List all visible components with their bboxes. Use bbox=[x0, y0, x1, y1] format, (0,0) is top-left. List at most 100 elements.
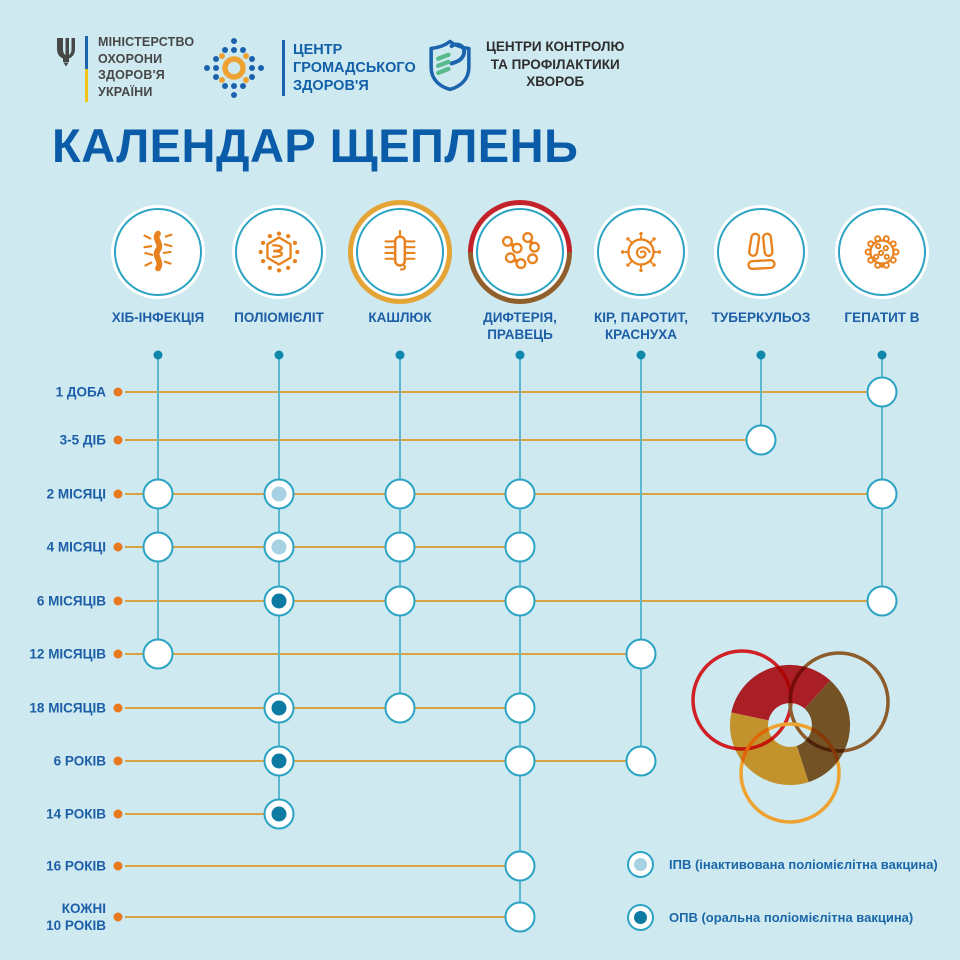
column-top-dot bbox=[395, 350, 405, 360]
row-start-dot bbox=[113, 861, 123, 871]
phc-divider bbox=[282, 40, 285, 96]
vaccination-mark-plain bbox=[504, 478, 536, 510]
disease-column-line bbox=[760, 357, 762, 440]
disease-column-label: ХІБ-ІНФЕКЦІЯ bbox=[111, 310, 205, 325]
age-label: 14 РОКІВ bbox=[46, 806, 106, 822]
phc-line: ЦЕНТР bbox=[293, 42, 343, 58]
vaccination-mark-plain bbox=[625, 638, 657, 670]
vaccination-mark-plain bbox=[384, 692, 416, 724]
row-start-dot bbox=[113, 435, 123, 445]
vaccination-mark-plain bbox=[384, 585, 416, 617]
vaccination-mark-opv bbox=[263, 585, 295, 617]
disease-icon-ring bbox=[709, 200, 813, 304]
disease-column-label: ГЕПАТИТ В bbox=[844, 310, 920, 325]
schedule-row-line bbox=[125, 813, 279, 815]
disease-column-label: КАШЛЮК bbox=[368, 310, 432, 325]
dotted-diamond-icon bbox=[204, 38, 264, 98]
hepatitis-virus-icon bbox=[855, 225, 909, 279]
age-label: 3-5 ДІБ bbox=[59, 432, 106, 448]
row-start-dot bbox=[113, 703, 123, 713]
vaccination-mark-plain bbox=[866, 376, 898, 408]
vaccination-mark-ipv bbox=[263, 531, 295, 563]
ipv-legend-dot bbox=[627, 850, 654, 878]
age-label: 4 МІСЯЦІ bbox=[46, 539, 106, 555]
phc-line: ГРОМАДСЬКОГО bbox=[293, 60, 416, 76]
legend-item-ipv: ІПВ (інактивована поліомієлітна вакцина) bbox=[627, 850, 938, 878]
disease-icon-ring bbox=[106, 200, 210, 304]
age-label: 6 МІСЯЦІВ bbox=[36, 593, 106, 609]
shield-icon bbox=[429, 39, 471, 92]
cdc-logo-text: ЦЕНТРИ КОНТРОЛЮ ТА ПРОФІЛАКТИКИ ХВОРОБ bbox=[486, 38, 624, 91]
cdc-line: ЦЕНТРИ КОНТРОЛЮ bbox=[486, 39, 625, 54]
measles-virus-icon bbox=[614, 225, 668, 279]
moz-line: ОХОРОНИ bbox=[98, 51, 163, 66]
age-label: 12 МІСЯЦІВ bbox=[29, 646, 106, 662]
column-top-dot bbox=[515, 350, 525, 360]
hepatitis-virus-circle bbox=[838, 208, 926, 296]
age-label: 2 МІСЯЦІ bbox=[46, 486, 106, 502]
disease-column-label: ДИФТЕРІЯ, ПРАВЕЦЬ bbox=[483, 310, 557, 342]
diphtheria-bacteria-icon bbox=[493, 225, 547, 279]
vaccination-mark-plain bbox=[625, 745, 657, 777]
column-top-dot bbox=[636, 350, 646, 360]
vaccination-mark-plain bbox=[142, 638, 174, 670]
vaccination-mark-plain bbox=[504, 692, 536, 724]
pertussis-bacteria-icon bbox=[373, 225, 427, 279]
cdc-line: ТА ПРОФІЛАКТИКИ bbox=[490, 56, 620, 72]
hib-bacteria-icon bbox=[131, 225, 185, 279]
vaccination-mark-plain bbox=[504, 901, 536, 933]
moz-logo-text: МІНІСТЕРСТВО ОХОРОНИ ЗДОРОВ'Я УКРАЇНИ bbox=[98, 34, 194, 102]
vaccination-mark-plain bbox=[384, 531, 416, 563]
disease-column-line bbox=[640, 357, 642, 761]
tuberculosis-bacteria-icon bbox=[734, 225, 788, 279]
schedule-row-line bbox=[125, 391, 882, 393]
schedule-row-line bbox=[125, 916, 520, 918]
vaccination-mark-opv bbox=[263, 798, 295, 830]
schedule-row-line bbox=[125, 653, 641, 655]
disease-icon-ring bbox=[468, 200, 572, 304]
vaccination-mark-opv bbox=[263, 745, 295, 777]
vaccination-mark-plain bbox=[142, 478, 174, 510]
schedule-row-line bbox=[125, 865, 520, 867]
phc-logo-text: ЦЕНТР ГРОМАДСЬКОГО ЗДОРОВ'Я bbox=[293, 41, 416, 95]
schedule-row-line bbox=[125, 760, 641, 762]
column-top-dot bbox=[274, 350, 284, 360]
opv-legend-dot bbox=[627, 903, 654, 931]
row-start-dot bbox=[113, 649, 123, 659]
tuberculosis-bacteria-circle bbox=[717, 208, 805, 296]
vaccination-mark-ipv bbox=[263, 478, 295, 510]
disease-icon-ring bbox=[589, 200, 693, 304]
pertussis-bacteria-circle bbox=[356, 208, 444, 296]
disease-column-label: ПОЛІОМІЄЛІТ bbox=[234, 310, 324, 325]
polio-virus-icon bbox=[252, 225, 306, 279]
opv-legend-label: ОПВ (оральна поліомієлітна вакцина) bbox=[669, 909, 914, 925]
cdc-logo: ЦЕНТРИ КОНТРОЛЮ ТА ПРОФІЛАКТИКИ ХВОРОБ bbox=[428, 38, 624, 92]
schedule-row-line bbox=[125, 493, 882, 495]
disease-icon-ring bbox=[830, 200, 934, 304]
phc-line: ЗДОРОВ'Я bbox=[293, 78, 369, 94]
phc-logo: ЦЕНТР ГРОМАДСЬКОГО ЗДОРОВ'Я bbox=[194, 28, 416, 108]
moz-logo: МІНІСТЕРСТВО ОХОРОНИ ЗДОРОВ'Я УКРАЇНИ bbox=[55, 34, 194, 102]
row-start-dot bbox=[113, 387, 123, 397]
decorative-rings bbox=[691, 649, 890, 824]
row-start-dot bbox=[113, 489, 123, 499]
row-start-dot bbox=[113, 596, 123, 606]
age-label: 1 ДОБА bbox=[55, 384, 106, 400]
disease-icon-ring bbox=[348, 200, 452, 304]
vaccination-mark-plain bbox=[504, 850, 536, 882]
row-start-dot bbox=[113, 542, 123, 552]
measles-virus-circle bbox=[597, 208, 685, 296]
legend-item-opv: ОПВ (оральна поліомієлітна вакцина) bbox=[627, 903, 913, 931]
row-start-dot bbox=[113, 912, 123, 922]
schedule-row-line bbox=[125, 600, 882, 602]
row-start-dot bbox=[113, 756, 123, 766]
vaccination-mark-plain bbox=[504, 531, 536, 563]
age-label: 16 РОКІВ bbox=[46, 858, 106, 874]
age-label: 18 МІСЯЦІВ bbox=[29, 700, 106, 716]
moz-line: МІНІСТЕРСТВО bbox=[98, 35, 195, 49]
column-top-dot bbox=[153, 350, 163, 360]
disease-column-label: ТУБЕРКУЛЬОЗ bbox=[711, 310, 811, 325]
vaccination-mark-plain bbox=[384, 478, 416, 510]
